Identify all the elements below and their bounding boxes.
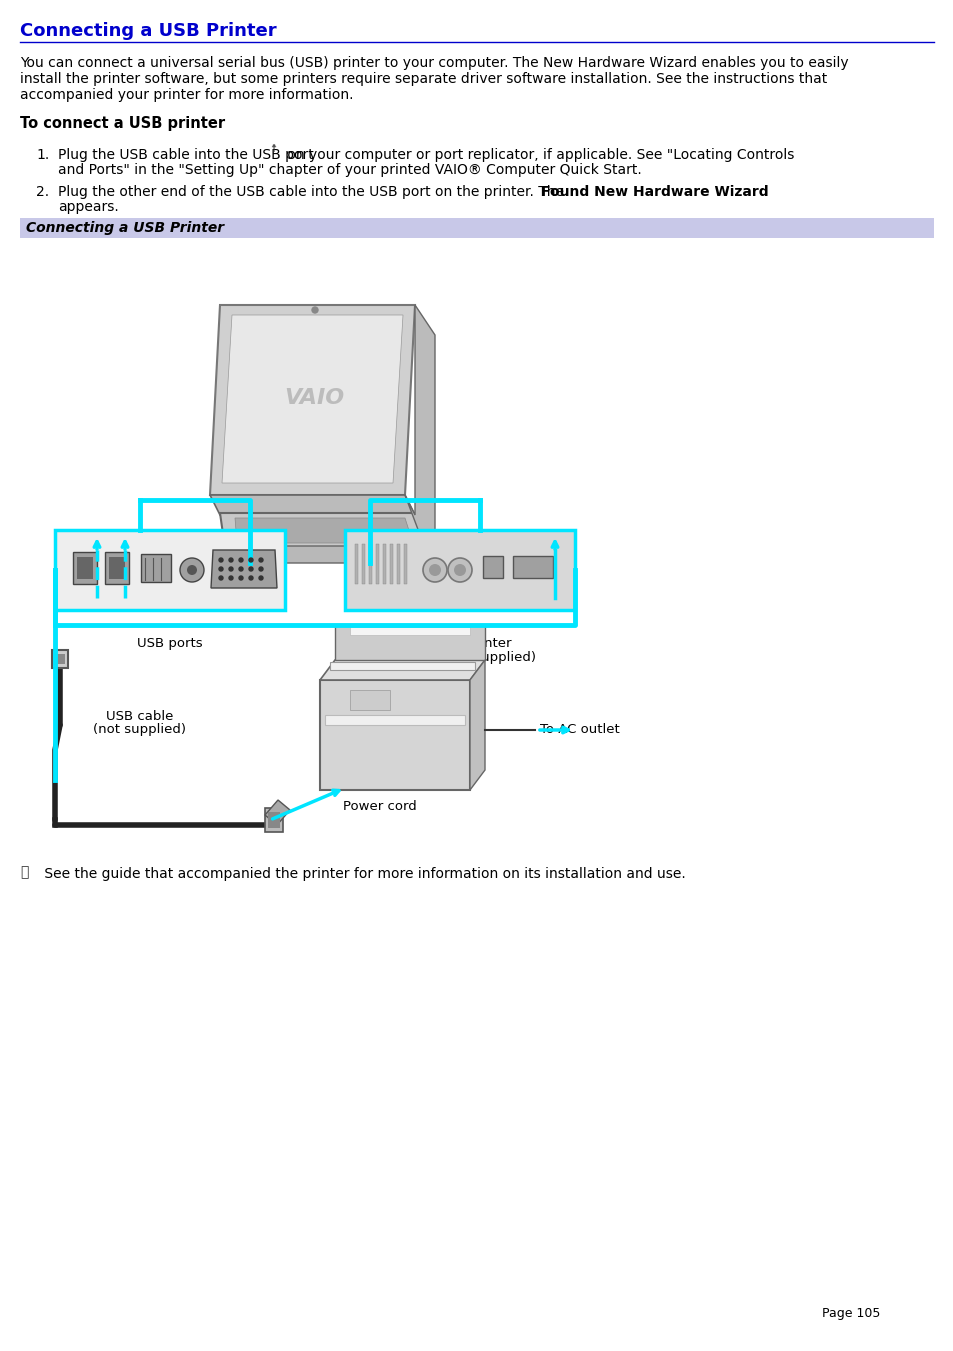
Text: Page 105: Page 105 <box>821 1306 879 1320</box>
Circle shape <box>422 558 447 582</box>
Text: Connecting a USB Printer: Connecting a USB Printer <box>20 22 276 41</box>
Polygon shape <box>335 626 484 661</box>
Text: Connecting a USB Printer: Connecting a USB Printer <box>26 222 224 235</box>
Text: and Ports" in the "Setting Up" chapter of your printed VAIO® Computer Quick Star: and Ports" in the "Setting Up" chapter o… <box>58 163 641 177</box>
Bar <box>375 544 378 584</box>
Circle shape <box>219 567 223 571</box>
Polygon shape <box>350 627 470 635</box>
Bar <box>513 557 553 578</box>
Text: USB ports: USB ports <box>137 638 203 650</box>
Polygon shape <box>330 662 475 670</box>
Circle shape <box>219 558 223 562</box>
Bar <box>268 812 280 828</box>
Circle shape <box>229 558 233 562</box>
Text: You can connect a universal serial bus (USB) printer to your computer. The New H: You can connect a universal serial bus (… <box>20 55 848 70</box>
Bar <box>361 544 365 584</box>
Circle shape <box>239 558 243 562</box>
Bar <box>319 680 470 790</box>
Text: To connect a USB printer: To connect a USB printer <box>20 116 225 131</box>
Text: USB cable: USB cable <box>106 711 173 723</box>
Text: 2.: 2. <box>36 185 49 199</box>
Bar <box>325 715 464 725</box>
Bar <box>390 544 393 584</box>
Text: appears.: appears. <box>58 200 118 213</box>
Polygon shape <box>405 305 435 565</box>
Circle shape <box>229 576 233 580</box>
Text: accompanied your printer for more information.: accompanied your printer for more inform… <box>20 88 354 101</box>
Text: install the printer software, but some printers require separate driver software: install the printer software, but some p… <box>20 72 826 86</box>
Bar <box>105 553 129 584</box>
Text: Found New Hardware Wizard: Found New Hardware Wizard <box>540 185 768 199</box>
Circle shape <box>229 567 233 571</box>
Circle shape <box>454 563 465 576</box>
Text: 📝: 📝 <box>20 865 29 880</box>
Bar <box>265 808 283 832</box>
Bar <box>369 544 372 584</box>
Circle shape <box>448 558 472 582</box>
Circle shape <box>312 307 317 313</box>
Text: Plug the other end of the USB cable into the USB port on the printer. The: Plug the other end of the USB cable into… <box>58 185 568 199</box>
Polygon shape <box>319 661 484 680</box>
Circle shape <box>219 576 223 580</box>
Bar <box>55 530 285 611</box>
Text: Plug the USB cable into the USB port: Plug the USB cable into the USB port <box>58 149 314 162</box>
Polygon shape <box>234 517 413 543</box>
Bar <box>73 553 97 584</box>
Circle shape <box>258 558 263 562</box>
Circle shape <box>187 565 196 576</box>
Bar <box>20 218 933 238</box>
Text: To AC outlet: To AC outlet <box>539 723 619 736</box>
Polygon shape <box>265 800 290 825</box>
Bar <box>52 650 68 667</box>
Polygon shape <box>470 661 484 790</box>
Circle shape <box>429 563 440 576</box>
Circle shape <box>258 576 263 580</box>
Polygon shape <box>220 513 424 549</box>
Polygon shape <box>222 315 402 484</box>
Circle shape <box>239 567 243 571</box>
Polygon shape <box>211 550 276 588</box>
Bar <box>109 557 125 580</box>
Bar <box>55 654 65 663</box>
Text: Power cord: Power cord <box>343 800 416 813</box>
Text: on your computer or port replicator, if applicable. See "Locating Controls: on your computer or port replicator, if … <box>283 149 794 162</box>
Polygon shape <box>210 494 415 515</box>
Bar <box>355 544 357 584</box>
Bar <box>77 557 92 580</box>
Text: See the guide that accompanied the printer for more information on its installat: See the guide that accompanied the print… <box>40 867 685 881</box>
Bar <box>345 530 575 611</box>
Circle shape <box>249 567 253 571</box>
Bar <box>141 554 171 582</box>
Text: ☨: ☨ <box>270 145 275 154</box>
Circle shape <box>180 558 204 582</box>
Bar <box>482 557 502 578</box>
Circle shape <box>258 567 263 571</box>
Circle shape <box>249 558 253 562</box>
Bar <box>396 544 399 584</box>
Text: (not supplied): (not supplied) <box>93 723 186 736</box>
Bar <box>350 690 390 711</box>
Bar <box>403 544 407 584</box>
Polygon shape <box>210 305 415 494</box>
Text: 1.: 1. <box>36 149 50 162</box>
Circle shape <box>239 576 243 580</box>
Bar <box>382 544 386 584</box>
Text: VAIO: VAIO <box>284 388 344 408</box>
Polygon shape <box>225 546 428 563</box>
Text: Printer: Printer <box>467 638 512 650</box>
Text: (not supplied): (not supplied) <box>443 651 536 663</box>
Circle shape <box>249 576 253 580</box>
